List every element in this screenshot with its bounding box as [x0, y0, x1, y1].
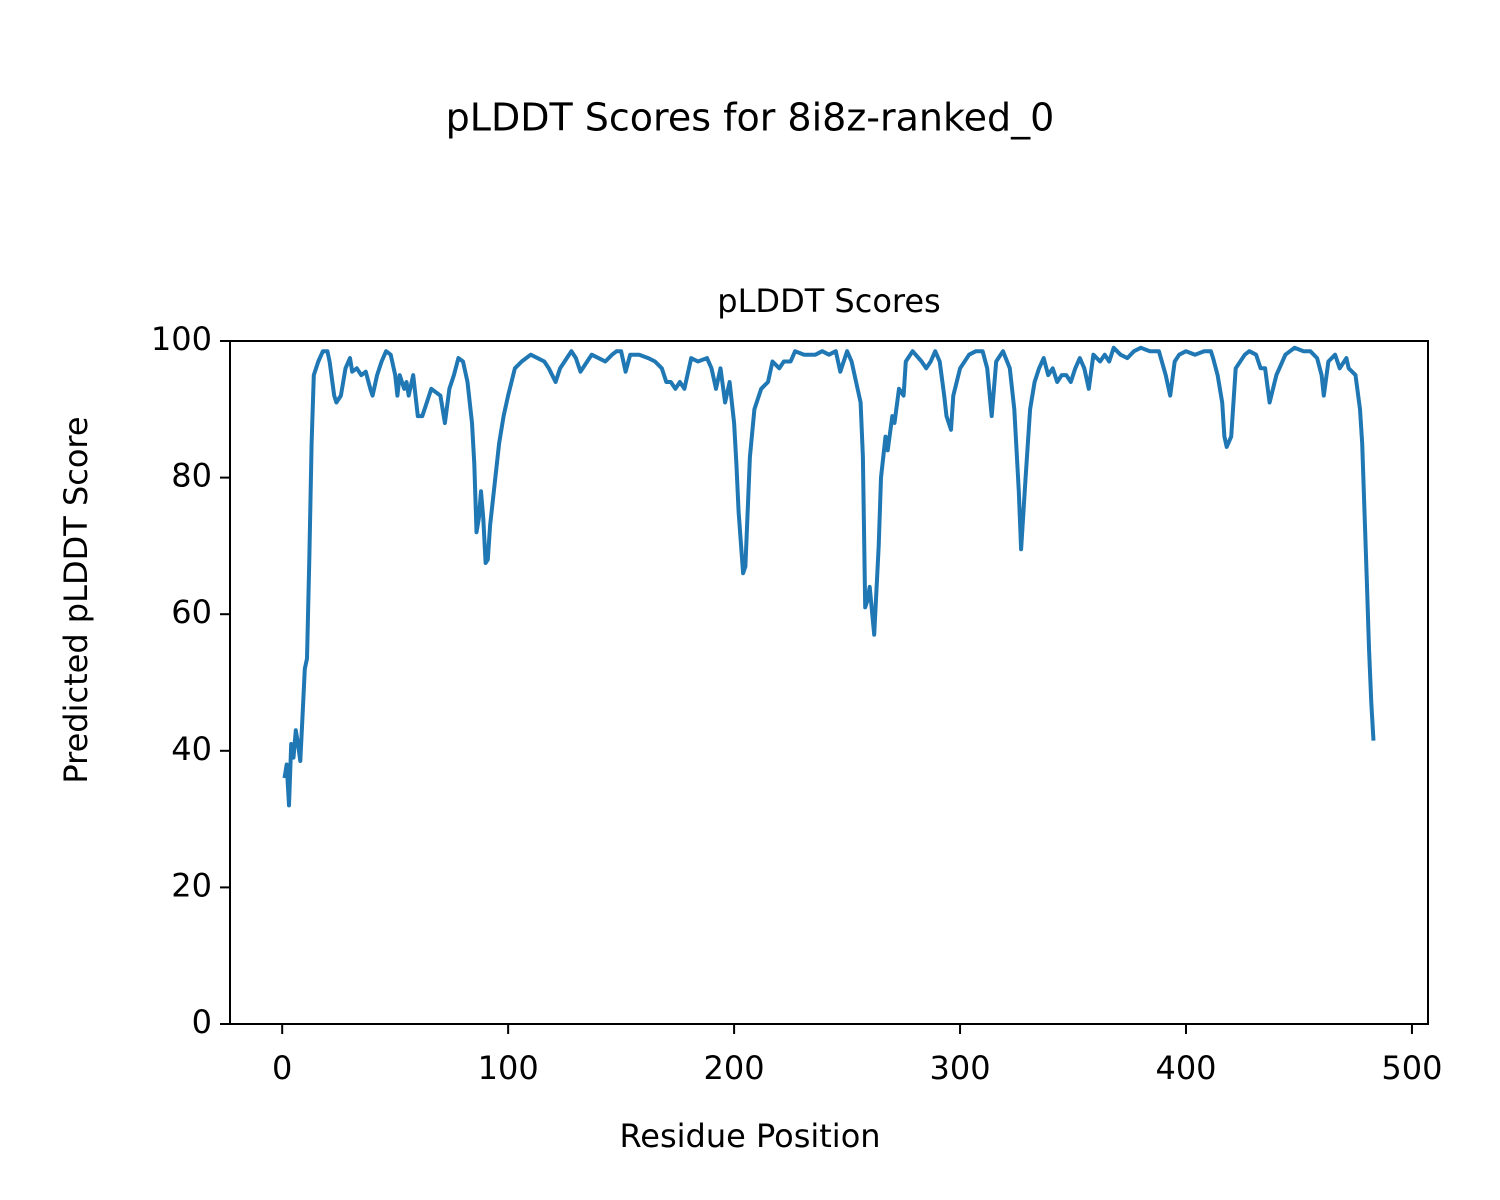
y-axis-label: Predicted pLDDT Score — [57, 416, 95, 783]
y-tick-label: 20 — [171, 866, 212, 904]
series-line — [282, 345, 1376, 808]
figure-title: pLDDT Scores for 8i8z-ranked_0 — [446, 96, 1055, 140]
y-tick-label: 80 — [171, 457, 212, 495]
x-tick-label: 0 — [272, 1049, 292, 1087]
x-axis-label: Residue Position — [619, 1117, 880, 1155]
x-tick-label: 200 — [704, 1049, 765, 1087]
axes-title: pLDDT Scores — [717, 282, 940, 320]
x-tick-label: 500 — [1381, 1049, 1442, 1087]
y-tick-label: 0 — [192, 1003, 212, 1041]
x-tick-label: 300 — [930, 1049, 991, 1087]
y-tick-label: 100 — [151, 320, 212, 358]
plot-frame — [229, 340, 1429, 1025]
y-tick-label: 60 — [171, 593, 212, 631]
x-tick-label: 100 — [478, 1049, 539, 1087]
x-tick-label: 400 — [1155, 1049, 1216, 1087]
y-tick-label: 40 — [171, 730, 212, 768]
